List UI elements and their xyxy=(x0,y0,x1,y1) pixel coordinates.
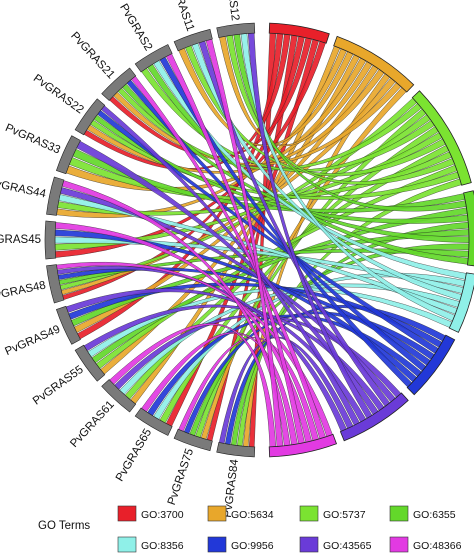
legend-label-go-43565: GO:43565 xyxy=(323,540,372,552)
legend-swatch-go-8356 xyxy=(117,536,137,553)
legend-swatch-go-5737 xyxy=(299,505,319,522)
gene-label-pvgras11: PvGRAS11 xyxy=(166,0,196,33)
gene-label-pvgras12: PvGRAS12 xyxy=(222,0,241,21)
go-sector-go-48366 xyxy=(268,433,338,458)
gene-sector-pvgras55 xyxy=(74,344,106,382)
gene-sector-pvgras21 xyxy=(101,67,137,101)
legend-label-go-6355: GO:6355 xyxy=(413,509,456,521)
gene-label-pvgras48: PvGRAS48 xyxy=(0,280,47,304)
gene-label-pvgras22: PvGRAS22 xyxy=(31,72,86,116)
go-sector-go-5634 xyxy=(333,35,415,93)
gene-sector-pvgras44 xyxy=(46,176,65,216)
gene-label-pvgras61: PvGRAS61 xyxy=(68,399,117,450)
go-sector-go-3700 xyxy=(268,22,330,44)
legend-title: GO Terms xyxy=(38,520,90,532)
gene-label-pvgras55: PvGRAS55 xyxy=(31,364,86,408)
gene-label-pvgras75: PvGRAS75 xyxy=(166,447,196,507)
gene-sector-pvgras65 xyxy=(134,407,173,436)
gene-label-pvgras2: PvGRAS2 xyxy=(117,2,154,53)
gene-sector-pvgras84 xyxy=(216,442,256,458)
go-sector-go-8356 xyxy=(448,272,474,333)
gene-sector-pvgras61 xyxy=(101,379,137,413)
gene-sector-pvgras45 xyxy=(44,220,57,260)
legend-label-go-48366: GO:48366 xyxy=(413,540,462,552)
sector-layer xyxy=(44,22,474,458)
legend-swatch-go-43565 xyxy=(299,536,319,553)
gene-label-pvgras65: PvGRAS65 xyxy=(114,427,154,484)
legend-label-go-5737: GO:5737 xyxy=(323,509,366,521)
gene-label-pvgras33: PvGRAS33 xyxy=(3,122,62,157)
gene-sector-pvgras11 xyxy=(173,28,213,52)
go-sector-go-5737 xyxy=(411,90,472,186)
legend-swatch-go-3700 xyxy=(117,505,137,522)
legend-label-go-8356: GO:8356 xyxy=(141,540,184,552)
legend-swatch-go-48366 xyxy=(389,536,409,553)
legend-label-go-5634: GO:5634 xyxy=(231,509,274,521)
gene-sector-pvgras75 xyxy=(173,428,213,452)
gene-label-pvgras49: PvGRAS49 xyxy=(3,323,62,358)
legend-label-go-9956: GO:9956 xyxy=(231,540,274,552)
gene-label-pvgras45: PvGRAS45 xyxy=(0,234,41,246)
gene-sector-pvgras48 xyxy=(46,264,65,304)
legend-label-go-3700: GO:3700 xyxy=(141,509,184,521)
legend-swatch-go-5634 xyxy=(207,505,227,522)
gene-label-pvgras44: PvGRAS44 xyxy=(0,177,48,201)
ribbon-layer xyxy=(54,32,470,448)
legend-swatch-go-9956 xyxy=(207,536,227,553)
legend: GO Terms GO:3700 GO:5634 GO:5737 GO:6355 GO:… xyxy=(38,505,462,553)
go-sector-go-6355 xyxy=(463,190,474,267)
gene-sector-pvgras2 xyxy=(134,44,173,73)
gene-sector-pvgras22 xyxy=(74,98,106,136)
go-sector-go-43565 xyxy=(339,392,409,442)
go-sector-go-9956 xyxy=(406,334,456,396)
gene-label-pvgras21: PvGRAS21 xyxy=(68,30,117,81)
gene-sector-pvgras49 xyxy=(56,305,81,345)
gene-sector-pvgras33 xyxy=(56,135,81,175)
gene-sector-pvgras12 xyxy=(216,22,256,38)
legend-swatch-go-6355 xyxy=(389,505,409,522)
